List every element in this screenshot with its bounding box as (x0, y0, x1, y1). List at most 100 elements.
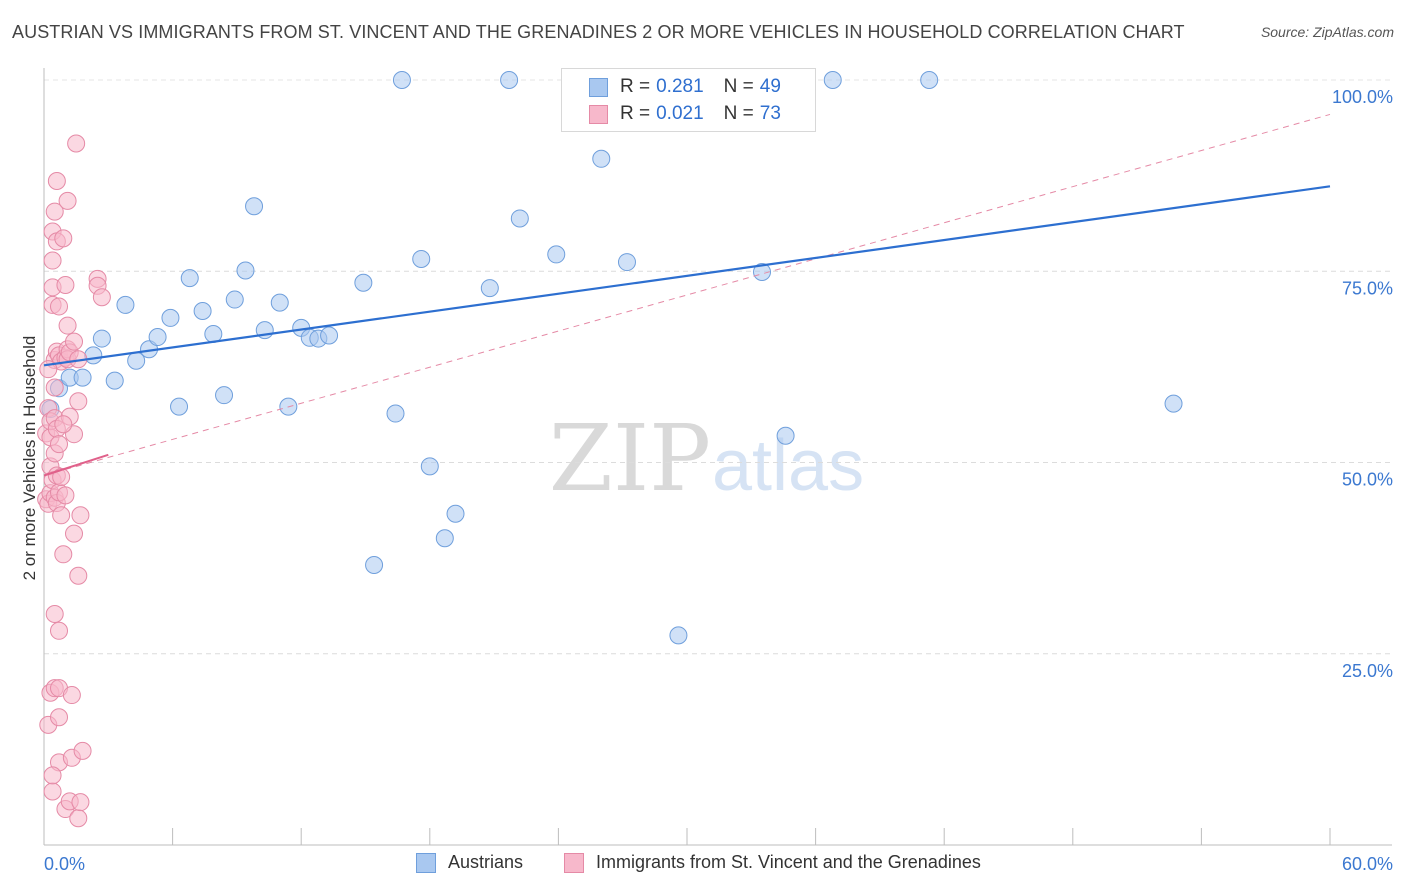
point-austrians (225, 290, 244, 309)
point-austrians (236, 261, 255, 280)
point-immigrants (45, 202, 64, 221)
bottom-legend-swatch-pink (564, 852, 584, 873)
point-austrians (435, 529, 454, 548)
legend-n-value: 49 (759, 76, 781, 97)
point-austrians (105, 371, 124, 390)
point-austrians (1164, 394, 1183, 413)
point-austrians (669, 626, 688, 645)
legend: R = 0.281 N = 49 R = 0.021 N = 73 (561, 68, 816, 132)
point-austrians (161, 308, 180, 327)
point-immigrants (54, 229, 73, 248)
point-immigrants (50, 708, 69, 727)
point-austrians (148, 328, 167, 347)
point-austrians (354, 273, 373, 292)
point-immigrants (92, 288, 111, 307)
point-austrians (386, 404, 405, 423)
point-austrians (116, 295, 135, 314)
point-austrians (92, 329, 111, 348)
point-immigrants (56, 486, 75, 505)
bottom-legend-austrians: Austrians (416, 852, 523, 873)
point-austrians (170, 397, 189, 416)
point-immigrants (45, 604, 64, 623)
legend-row-immigrants: R = 0.021 N = 73 (562, 101, 781, 127)
legend-row-austrians: R = 0.281 N = 49 (562, 74, 781, 100)
point-immigrants (62, 686, 81, 705)
point-immigrants (45, 378, 64, 397)
point-immigrants (69, 566, 88, 585)
y-axis-label: 2 or more Vehicles in Household (20, 335, 39, 581)
point-immigrants (50, 297, 69, 316)
point-immigrants (50, 435, 69, 454)
point-immigrants (54, 415, 73, 434)
point-austrians (592, 149, 611, 168)
point-austrians (365, 556, 384, 575)
legend-r-label: R = (620, 76, 651, 97)
point-immigrants (50, 621, 69, 640)
point-austrians (412, 250, 431, 269)
bottom-legend-label: Immigrants from St. Vincent and the Gren… (596, 852, 981, 872)
legend-n-label: N = (723, 76, 754, 97)
chart-title: AUSTRIAN VS IMMIGRANTS FROM ST. VINCENT … (12, 22, 1185, 42)
point-austrians (193, 302, 212, 321)
point-immigrants (47, 171, 66, 190)
point-austrians (480, 279, 499, 298)
source-label: Source: ZipAtlas.com (1260, 24, 1394, 40)
legend-r-value: 0.021 (656, 103, 704, 124)
legend-r-label: R = (620, 103, 651, 124)
watermark-zip: ZIP (549, 405, 711, 512)
point-immigrants (69, 392, 88, 411)
point-immigrants (43, 782, 62, 801)
trendline-austrians (43, 185, 1331, 367)
point-austrians (320, 326, 339, 345)
y-tick-label: 50.0% (1342, 470, 1393, 490)
bottom-legend-immigrants: Immigrants from St. Vincent and the Gren… (564, 852, 981, 873)
point-austrians (446, 504, 465, 523)
point-immigrants (69, 809, 88, 828)
point-immigrants (54, 545, 73, 564)
x-tick-label: 60.0% (1342, 854, 1393, 874)
point-immigrants (71, 793, 90, 812)
y-tick-label: 25.0% (1342, 661, 1393, 681)
point-immigrants (58, 191, 77, 210)
point-immigrants (52, 506, 71, 525)
bottom-legend: Austrians Immigrants from St. Vincent an… (0, 850, 1406, 878)
point-austrians (510, 209, 529, 228)
point-austrians (547, 245, 566, 264)
point-immigrants (67, 134, 86, 153)
point-austrians (617, 253, 636, 272)
point-austrians (420, 457, 439, 476)
legend-r-value: 0.281 (656, 76, 704, 97)
bottom-legend-label: Austrians (448, 852, 524, 872)
point-austrians (823, 71, 842, 89)
point-immigrants (71, 506, 90, 525)
point-immigrants (52, 468, 71, 487)
point-immigrants (73, 741, 92, 760)
point-austrians (84, 346, 103, 365)
point-immigrants (56, 276, 75, 295)
point-austrians (270, 293, 289, 312)
trendline-immigrants-dashed (43, 113, 1331, 476)
bottom-legend-swatch-blue (416, 852, 436, 873)
y-tick-label: 100.0% (1332, 87, 1393, 107)
point-austrians (500, 71, 519, 89)
legend-n-value: 73 (759, 103, 781, 124)
point-austrians (73, 368, 92, 387)
point-immigrants (65, 332, 84, 351)
point-austrians (180, 269, 199, 288)
point-austrians (245, 197, 264, 216)
point-immigrants (65, 524, 84, 543)
y-tick-label: 75.0% (1342, 278, 1393, 298)
point-austrians (215, 386, 234, 405)
point-immigrants (58, 316, 77, 335)
point-immigrants (43, 251, 62, 270)
point-immigrants (43, 766, 62, 785)
x-tick-label: 0.0% (44, 854, 85, 874)
point-austrians (920, 71, 939, 89)
point-austrians (392, 71, 411, 89)
trendline-immigrants-solid (43, 453, 109, 477)
point-austrians (753, 263, 772, 282)
legend-n-label: N = (723, 103, 754, 124)
legend-swatch-blue (589, 77, 608, 97)
legend-swatch-pink (589, 104, 608, 124)
